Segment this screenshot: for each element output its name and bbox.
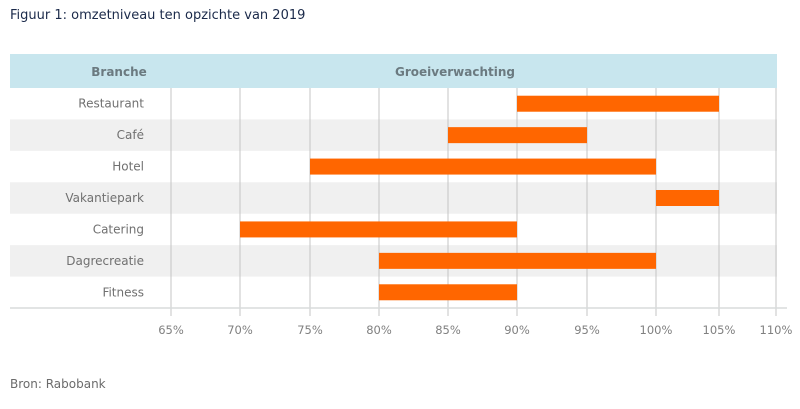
tick-label: 75% <box>297 323 323 337</box>
bar-caf <box>448 127 587 144</box>
tick-label: 65% <box>158 323 184 337</box>
tick-label: 105% <box>703 323 736 337</box>
tick-label: 90% <box>504 323 530 337</box>
tick-label: 95% <box>574 323 600 337</box>
tick-label: 110% <box>760 323 793 337</box>
category-label: Café <box>117 128 144 142</box>
tick-label: 70% <box>227 323 253 337</box>
figure-title: Figuur 1: omzetniveau ten opzichte van 2… <box>10 8 306 23</box>
bar-restaurant <box>517 95 719 112</box>
bar-dagrecreatie <box>379 252 656 269</box>
bars <box>240 95 719 301</box>
tick-label: 80% <box>366 323 392 337</box>
category-label: Vakantiepark <box>65 191 144 205</box>
bar-fitness <box>379 284 517 301</box>
bar-catering <box>240 221 517 238</box>
tick-label: 100% <box>640 323 673 337</box>
source-note: Bron: Rabobank <box>10 377 106 391</box>
header-band <box>10 54 777 88</box>
tick-label: 85% <box>435 323 461 337</box>
row-stripe <box>10 119 777 151</box>
category-label: Catering <box>93 222 144 236</box>
category-labels: Restaurant Café Hotel Vakantiepark Catering D… <box>65 97 144 300</box>
header-groeiverwachting: Groeiverwachting <box>395 65 515 79</box>
bar-hotel <box>310 158 656 175</box>
header-branche: Branche <box>91 65 147 79</box>
category-label: Hotel <box>112 160 144 174</box>
bar-vakantiepark <box>656 190 719 206</box>
gridlines <box>170 88 777 316</box>
row-stripe <box>10 182 777 214</box>
category-label: Restaurant <box>78 97 144 111</box>
category-label: Dagrecreatie <box>66 254 144 268</box>
tick-labels: 65% 70% 75% 80% 85% 90% 95% 100% 105% 110% <box>158 323 792 337</box>
category-label: Fitness <box>102 285 144 299</box>
